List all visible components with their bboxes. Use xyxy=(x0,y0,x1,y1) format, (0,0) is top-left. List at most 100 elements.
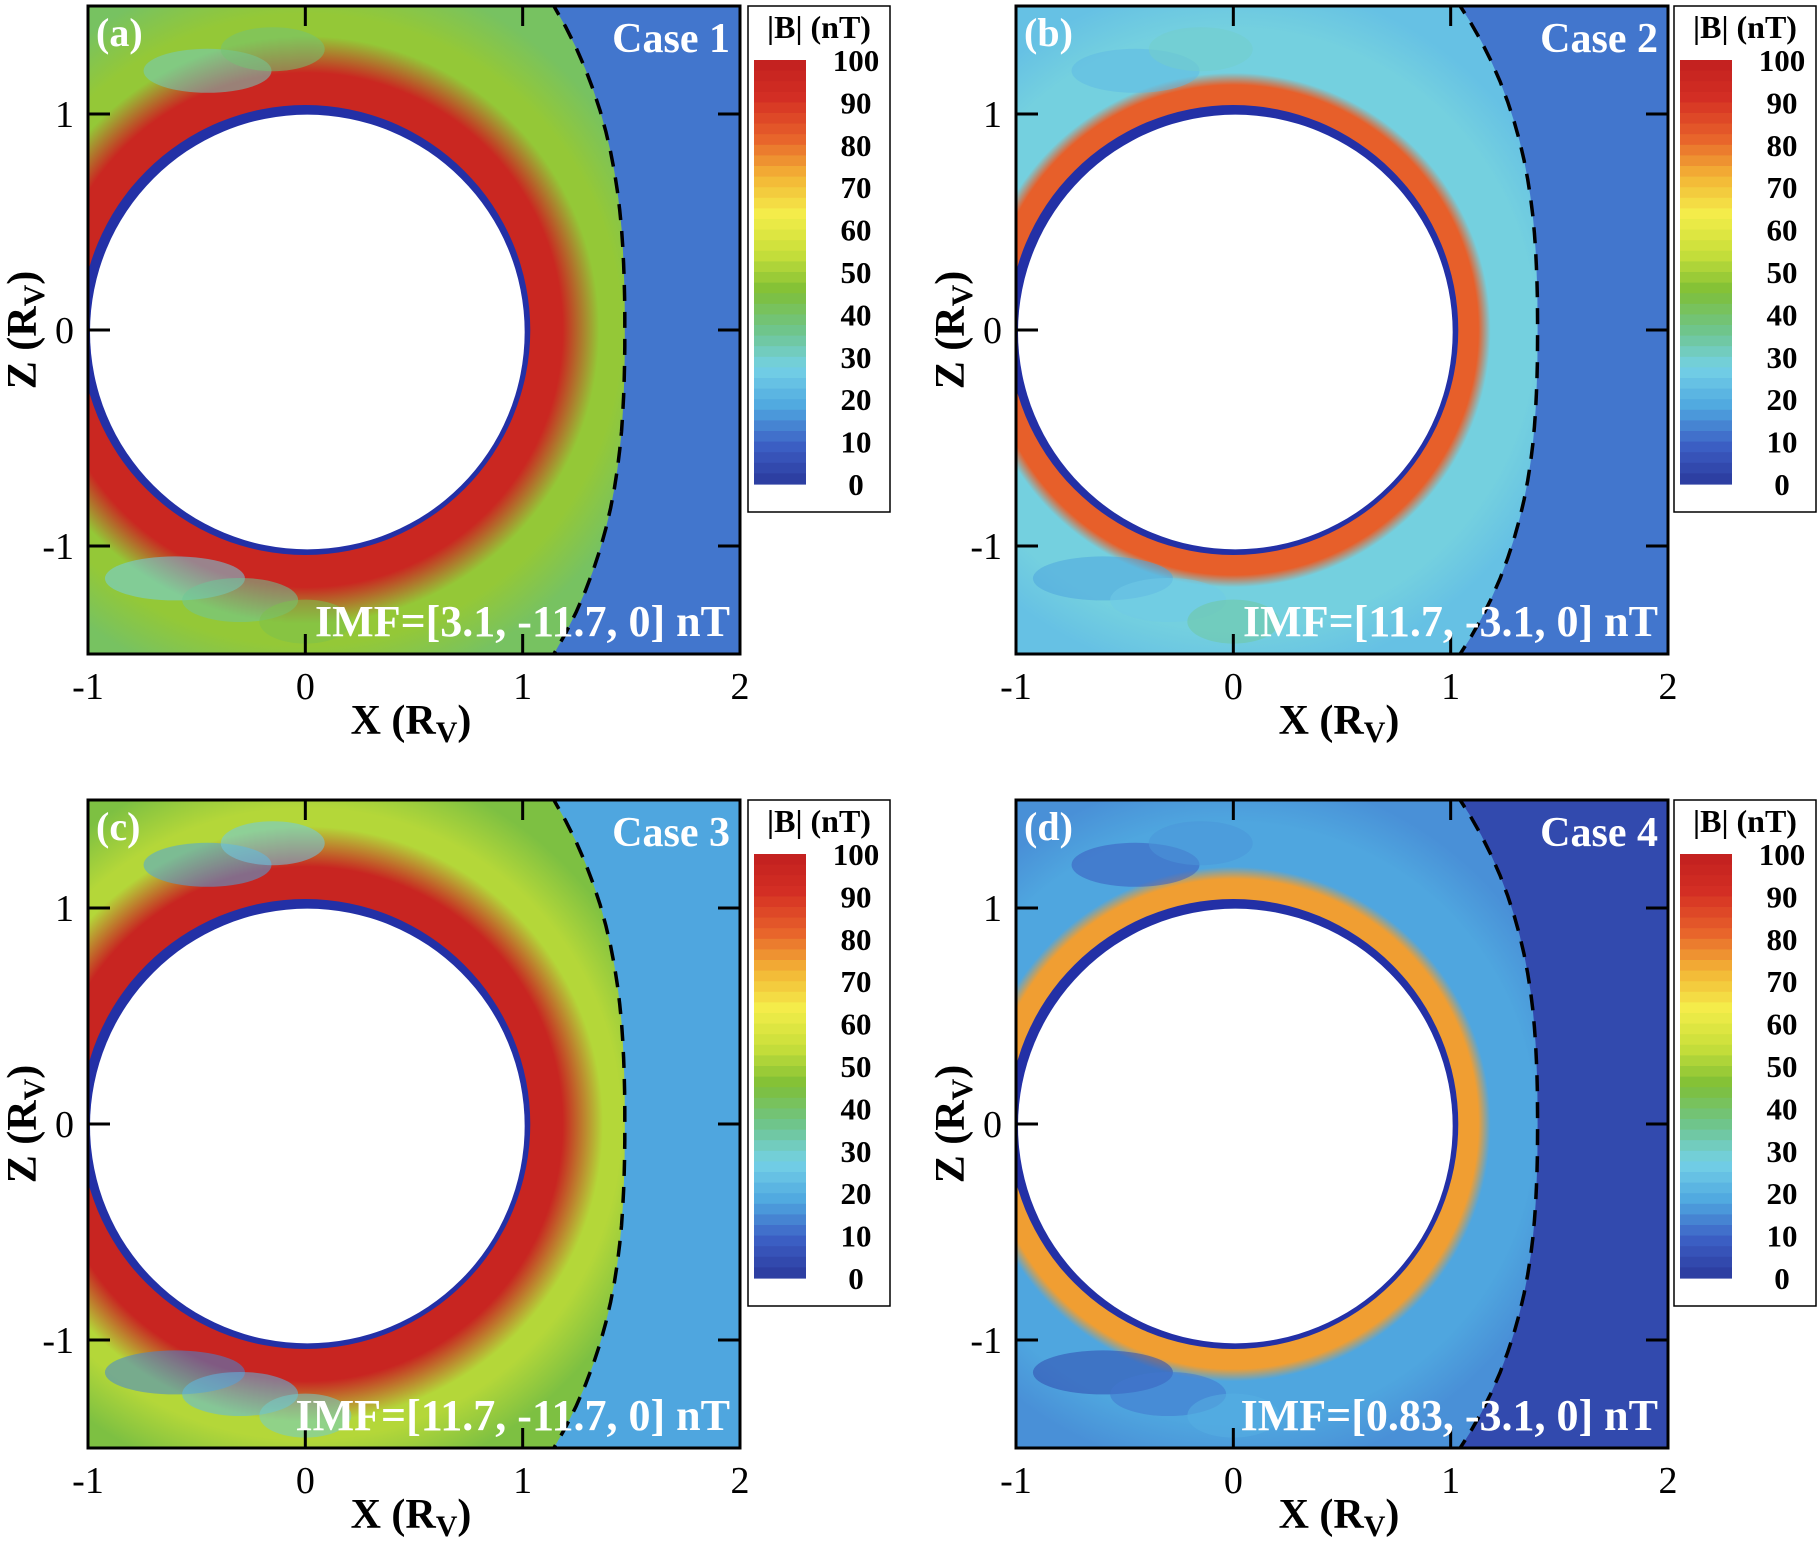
colorbar-swatch xyxy=(1680,452,1732,464)
colorbar-swatch xyxy=(1680,441,1732,453)
panel-letter: (a) xyxy=(96,10,143,55)
colorbar-tick: 0 xyxy=(848,1261,864,1296)
colorbar-swatch xyxy=(1680,144,1732,156)
colorbar-swatch xyxy=(754,134,806,146)
colorbar-swatch xyxy=(754,367,806,379)
colorbar-swatch xyxy=(754,1267,806,1279)
colorbar-tick: 20 xyxy=(841,382,872,417)
colorbar-swatch xyxy=(754,473,806,485)
colorbar-swatch xyxy=(1680,1023,1732,1035)
colorbar-swatch xyxy=(754,335,806,347)
colorbar-swatch xyxy=(754,378,806,390)
colorbar-tick: 70 xyxy=(841,170,872,205)
y-axis-title: Z (RV) xyxy=(928,1065,979,1184)
y-axis-title: Z (RV) xyxy=(928,271,979,390)
colorbar-swatch xyxy=(754,1044,806,1056)
colorbar-swatch xyxy=(1680,1140,1732,1152)
colorbar-swatch xyxy=(1680,367,1732,379)
colorbar-swatch xyxy=(754,1119,806,1131)
colorbar-swatch xyxy=(1680,123,1732,135)
y-tick-label: 1 xyxy=(55,888,74,930)
colorbar-swatch xyxy=(1680,1066,1732,1078)
colorbar-swatch xyxy=(754,1087,806,1099)
colorbar-swatch xyxy=(754,1161,806,1173)
colorbar-swatch xyxy=(754,1108,806,1120)
colorbar-swatch xyxy=(1680,81,1732,93)
colorbar-swatch xyxy=(754,272,806,284)
colorbar-swatch xyxy=(1680,1055,1732,1067)
colorbar-swatch xyxy=(754,70,806,82)
colorbar-swatch xyxy=(1680,325,1732,337)
colorbar-swatch xyxy=(1680,917,1732,929)
colorbar-swatch xyxy=(1680,991,1732,1003)
colorbar-swatch xyxy=(1680,261,1732,273)
colorbar-title: |B| (nT) xyxy=(767,803,871,839)
colorbar-swatch xyxy=(754,896,806,908)
colorbar-swatch xyxy=(1680,420,1732,432)
colorbar-swatch xyxy=(754,399,806,411)
y-tick-label: -1 xyxy=(970,1320,1002,1362)
colorbar-swatch xyxy=(754,102,806,114)
wake-structure xyxy=(220,27,325,72)
colorbar-swatch xyxy=(1680,197,1732,209)
case-label: Case 2 xyxy=(1540,16,1658,62)
colorbar-swatch xyxy=(1680,1044,1732,1056)
colorbar-swatch xyxy=(1680,314,1732,326)
colorbar-tick: 20 xyxy=(1767,1176,1798,1211)
x-axis-title: X (RV) xyxy=(1279,1492,1400,1543)
x-tick-label: -1 xyxy=(1000,1460,1032,1502)
colorbar-tick: 90 xyxy=(1767,879,1798,914)
colorbar-tick: 10 xyxy=(841,425,872,460)
wake-structure xyxy=(259,1393,352,1438)
panel-b: (b) Case 2 IMF=[11.7, -3.1, 0] nT -1 0 1… xyxy=(928,4,1817,749)
x-tick-label: 1 xyxy=(1441,1460,1460,1502)
colorbar-tick: 40 xyxy=(1767,297,1798,332)
colorbar-swatch xyxy=(1680,113,1732,125)
colorbar-swatch xyxy=(1680,335,1732,347)
colorbar-swatch xyxy=(1680,91,1732,103)
x-tick-label: 2 xyxy=(1659,1460,1678,1502)
colorbar-swatch xyxy=(1680,409,1732,421)
colorbar-tick: 10 xyxy=(841,1219,872,1254)
colorbar-tick: 100 xyxy=(1759,837,1806,872)
colorbar-swatch xyxy=(1680,1119,1732,1131)
x-tick-label: 1 xyxy=(513,666,532,708)
colorbar-swatch xyxy=(754,155,806,167)
colorbar-tick: 50 xyxy=(841,255,872,290)
y-tick-label: 0 xyxy=(983,310,1002,352)
x-tick-label: 1 xyxy=(1441,666,1460,708)
x-tick-label: 0 xyxy=(1224,666,1243,708)
y-tick-label: 1 xyxy=(55,94,74,136)
x-tick-label: 2 xyxy=(1659,666,1678,708)
colorbar-tick: 70 xyxy=(1767,170,1798,205)
imf-annotation: IMF=[0.83, -3.1, 0] nT xyxy=(1241,1391,1658,1440)
colorbar-swatch xyxy=(754,991,806,1003)
colorbar-swatch xyxy=(1680,399,1732,411)
colorbar-swatch xyxy=(754,1002,806,1014)
colorbar-swatch xyxy=(1680,431,1732,443)
colorbar-swatch xyxy=(754,431,806,443)
colorbar-swatch xyxy=(754,325,806,337)
y-tick-label: 0 xyxy=(55,310,74,352)
colorbar-swatch xyxy=(754,123,806,135)
y-tick-label: -1 xyxy=(970,526,1002,568)
venus-body xyxy=(1018,908,1453,1344)
colorbar-tick: 100 xyxy=(833,837,880,872)
colorbar-swatch xyxy=(1680,102,1732,114)
colorbar-tick: 70 xyxy=(1767,964,1798,999)
colorbar-swatch xyxy=(1680,1172,1732,1184)
colorbar-swatch xyxy=(754,420,806,432)
colorbar-swatch xyxy=(1680,1203,1732,1215)
colorbar-tick: 30 xyxy=(1767,1134,1798,1169)
colorbar-swatch xyxy=(754,1225,806,1237)
colorbar-tick: 30 xyxy=(841,1134,872,1169)
panel-letter: (b) xyxy=(1024,10,1073,55)
colorbar-tick: 10 xyxy=(1767,1219,1798,1254)
colorbar-swatch xyxy=(754,409,806,421)
colorbar-tick: 80 xyxy=(841,922,872,957)
colorbar-tick: 80 xyxy=(841,128,872,163)
colorbar-tick: 60 xyxy=(841,213,872,248)
colorbar-title: |B| (nT) xyxy=(767,9,871,45)
colorbar-swatch xyxy=(1680,166,1732,178)
case-label: Case 3 xyxy=(612,810,730,856)
